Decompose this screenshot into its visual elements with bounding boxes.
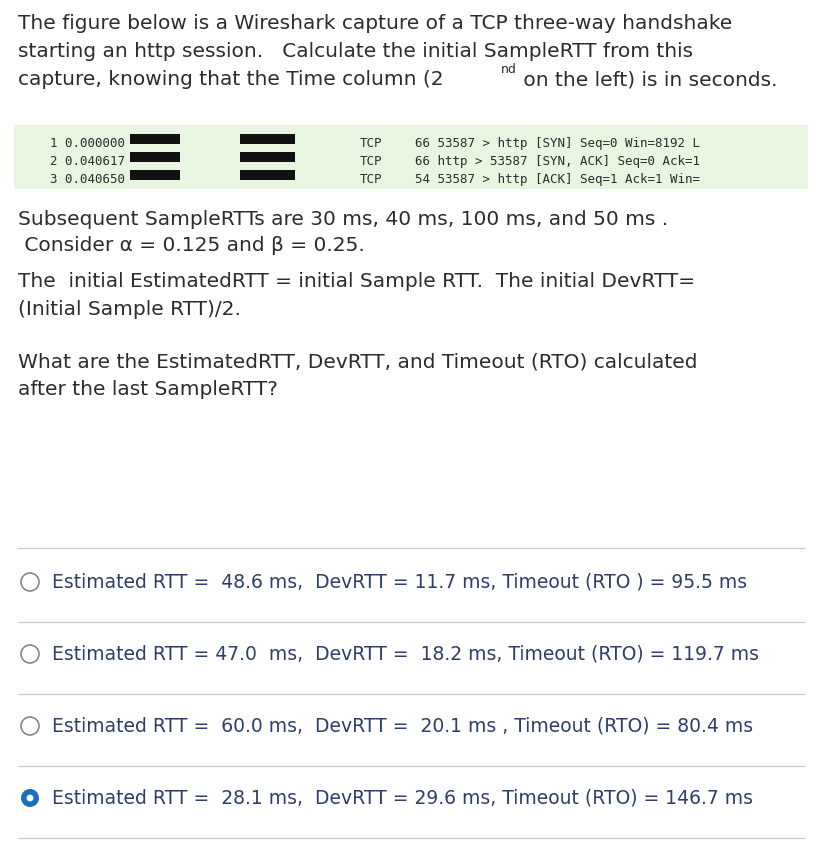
Text: (Initial Sample RTT)/2.: (Initial Sample RTT)/2. bbox=[18, 300, 241, 319]
Text: 3 0.040650: 3 0.040650 bbox=[50, 173, 125, 186]
Text: Estimated RTT = 47.0  ms,  DevRTT =  18.2 ms, Timeout (RTO) = 119.7 ms: Estimated RTT = 47.0 ms, DevRTT = 18.2 m… bbox=[52, 645, 759, 663]
Text: TCP: TCP bbox=[360, 155, 382, 168]
Text: 66 53587 > http [SYN] Seq=0 Win=8192 L: 66 53587 > http [SYN] Seq=0 Win=8192 L bbox=[415, 137, 700, 150]
Text: capture, knowing that the Time column (2: capture, knowing that the Time column (2 bbox=[18, 70, 444, 89]
Text: TCP: TCP bbox=[360, 173, 382, 186]
Bar bbox=[240, 152, 295, 162]
Circle shape bbox=[21, 717, 39, 735]
Text: What are the EstimatedRTT, DevRTT, and Timeout (RTO) calculated: What are the EstimatedRTT, DevRTT, and T… bbox=[18, 352, 698, 371]
Circle shape bbox=[26, 794, 34, 801]
Text: 54 53587 > http [ACK] Seq=1 Ack=1 Win=: 54 53587 > http [ACK] Seq=1 Ack=1 Win= bbox=[415, 173, 700, 186]
Bar bbox=[240, 134, 295, 144]
Text: The figure below is a Wireshark capture of a TCP three-way handshake: The figure below is a Wireshark capture … bbox=[18, 14, 732, 33]
Text: Consider α = 0.125 and β = 0.25.: Consider α = 0.125 and β = 0.25. bbox=[18, 236, 365, 255]
FancyBboxPatch shape bbox=[14, 125, 808, 189]
Bar bbox=[240, 170, 295, 180]
Bar bbox=[130, 152, 180, 162]
Circle shape bbox=[21, 573, 39, 591]
Text: Estimated RTT =  28.1 ms,  DevRTT = 29.6 ms, Timeout (RTO) = 146.7 ms: Estimated RTT = 28.1 ms, DevRTT = 29.6 m… bbox=[52, 788, 753, 807]
Text: Subsequent SampleRTTs are 30 ms, 40 ms, 100 ms, and 50 ms .: Subsequent SampleRTTs are 30 ms, 40 ms, … bbox=[18, 210, 668, 229]
Text: The  initial EstimatedRTT = initial Sample RTT.  The initial DevRTT=: The initial EstimatedRTT = initial Sampl… bbox=[18, 272, 695, 291]
Text: Estimated RTT =  48.6 ms,  DevRTT = 11.7 ms, Timeout (RTO ) = 95.5 ms: Estimated RTT = 48.6 ms, DevRTT = 11.7 m… bbox=[52, 573, 747, 591]
Bar bbox=[130, 134, 180, 144]
Circle shape bbox=[21, 789, 39, 807]
Text: 2 0.040617: 2 0.040617 bbox=[50, 155, 125, 168]
Text: starting an http session.   Calculate the initial SampleRTT from this: starting an http session. Calculate the … bbox=[18, 42, 693, 61]
Text: 66 http > 53587 [SYN, ACK] Seq=0 Ack=1: 66 http > 53587 [SYN, ACK] Seq=0 Ack=1 bbox=[415, 155, 700, 168]
Bar bbox=[130, 170, 180, 180]
Text: 1 0.000000: 1 0.000000 bbox=[50, 137, 125, 150]
Circle shape bbox=[21, 645, 39, 663]
Text: on the left) is in seconds.: on the left) is in seconds. bbox=[517, 70, 778, 89]
Text: nd: nd bbox=[501, 63, 517, 76]
Text: Estimated RTT =  60.0 ms,  DevRTT =  20.1 ms , Timeout (RTO) = 80.4 ms: Estimated RTT = 60.0 ms, DevRTT = 20.1 m… bbox=[52, 717, 753, 735]
Text: TCP: TCP bbox=[360, 137, 382, 150]
Text: after the last SampleRTT?: after the last SampleRTT? bbox=[18, 380, 278, 399]
